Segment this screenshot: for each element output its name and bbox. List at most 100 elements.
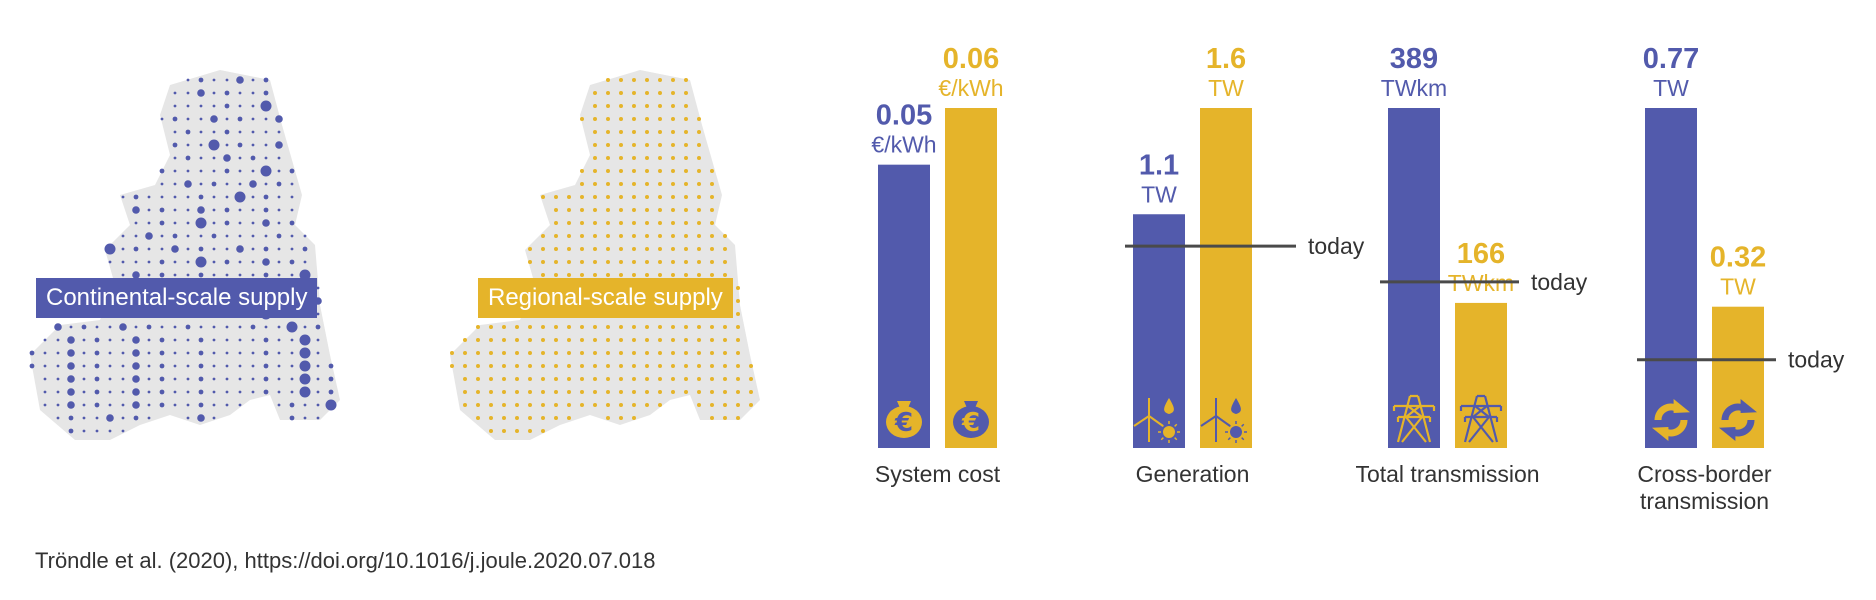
map-dot (212, 390, 216, 394)
map-dot (684, 143, 688, 147)
map-dot (619, 416, 623, 420)
map-dot (238, 364, 242, 368)
map-dot (299, 386, 311, 398)
map-dot (212, 195, 216, 199)
map-dot (260, 165, 272, 177)
map-dot (593, 169, 597, 173)
map-dot (316, 338, 320, 342)
map-dot (67, 375, 75, 383)
map-dot (186, 377, 190, 381)
map-dot (290, 182, 294, 186)
map-dot (645, 338, 649, 342)
map-dot (697, 338, 701, 342)
map-dot (593, 195, 597, 199)
map-dot (132, 349, 140, 357)
map-dot (225, 273, 229, 277)
map-dot (684, 91, 688, 95)
map-dot (697, 208, 701, 212)
map-dot (212, 221, 216, 225)
map-dot (81, 324, 87, 330)
map-dot (82, 416, 86, 420)
map-dot (619, 234, 623, 238)
map-dot (82, 351, 86, 355)
map-dot (238, 325, 242, 329)
map-dot (463, 390, 467, 394)
map-dot (289, 259, 295, 265)
map-dot (106, 414, 114, 422)
map-dot (225, 78, 229, 82)
map-dot (289, 415, 295, 421)
map-dot (710, 273, 714, 277)
map-dot (684, 104, 688, 108)
map-dot (489, 429, 493, 433)
map-dot (606, 325, 610, 329)
map-dot (593, 234, 597, 238)
map-dot (619, 260, 623, 264)
map-dot (710, 208, 714, 212)
map-dot (132, 388, 140, 396)
map-dot (593, 260, 597, 264)
map-dot (251, 364, 255, 368)
map-dot (263, 389, 269, 395)
map-dot (121, 403, 125, 407)
map-dot (224, 259, 230, 265)
map-dot (710, 377, 714, 381)
map-dot (212, 104, 216, 108)
map-dot (502, 377, 506, 381)
map-dot (211, 181, 217, 187)
map-dot (658, 156, 662, 160)
map-dot (121, 429, 125, 433)
map-dot (69, 325, 73, 329)
map-dot (619, 91, 623, 95)
map-dot (528, 390, 532, 394)
map-dot (147, 390, 151, 394)
map-dot (108, 338, 112, 342)
map-dot (502, 429, 506, 433)
map-dot (173, 104, 177, 108)
map-dot (160, 117, 164, 121)
map-dot (277, 338, 281, 342)
map-dot (697, 403, 701, 407)
map-dot (593, 91, 597, 95)
map-dot (186, 169, 190, 173)
map-dot (147, 403, 151, 407)
map-dot (606, 195, 610, 199)
map-dot (658, 390, 662, 394)
map-dot (186, 364, 190, 368)
map-dot (173, 91, 177, 95)
map-dot (489, 403, 493, 407)
map-dot (658, 247, 662, 251)
map-dot (723, 403, 727, 407)
map-dot (580, 195, 584, 199)
map-dot (710, 195, 714, 199)
map-dot (171, 245, 179, 253)
map-dot (145, 232, 153, 240)
map-dot (56, 338, 60, 342)
map-dot (463, 403, 467, 407)
map-dot (476, 390, 480, 394)
map-dot (95, 429, 99, 433)
map-dot (619, 338, 623, 342)
map-dot (147, 273, 151, 277)
map-dot (198, 350, 204, 356)
map-dot (710, 247, 714, 251)
map-dot (658, 273, 662, 277)
unit-label: TW (1208, 75, 1244, 101)
map-dot (593, 130, 597, 134)
map-dot (159, 402, 165, 408)
data-label: 0.06 (943, 43, 999, 75)
map-dot (632, 182, 636, 186)
map-dot (290, 377, 294, 381)
map-dot (316, 364, 320, 368)
unit-label: TWkm (1381, 75, 1447, 101)
map-dot (263, 207, 269, 213)
map-dot (736, 416, 740, 420)
map-dot (197, 89, 205, 97)
map-dot (567, 273, 571, 277)
map-dot (199, 325, 203, 329)
map-dot (619, 104, 623, 108)
map-dot (606, 169, 610, 173)
map-dot (225, 390, 229, 394)
map-dot (67, 349, 75, 357)
map-dot (277, 169, 281, 173)
